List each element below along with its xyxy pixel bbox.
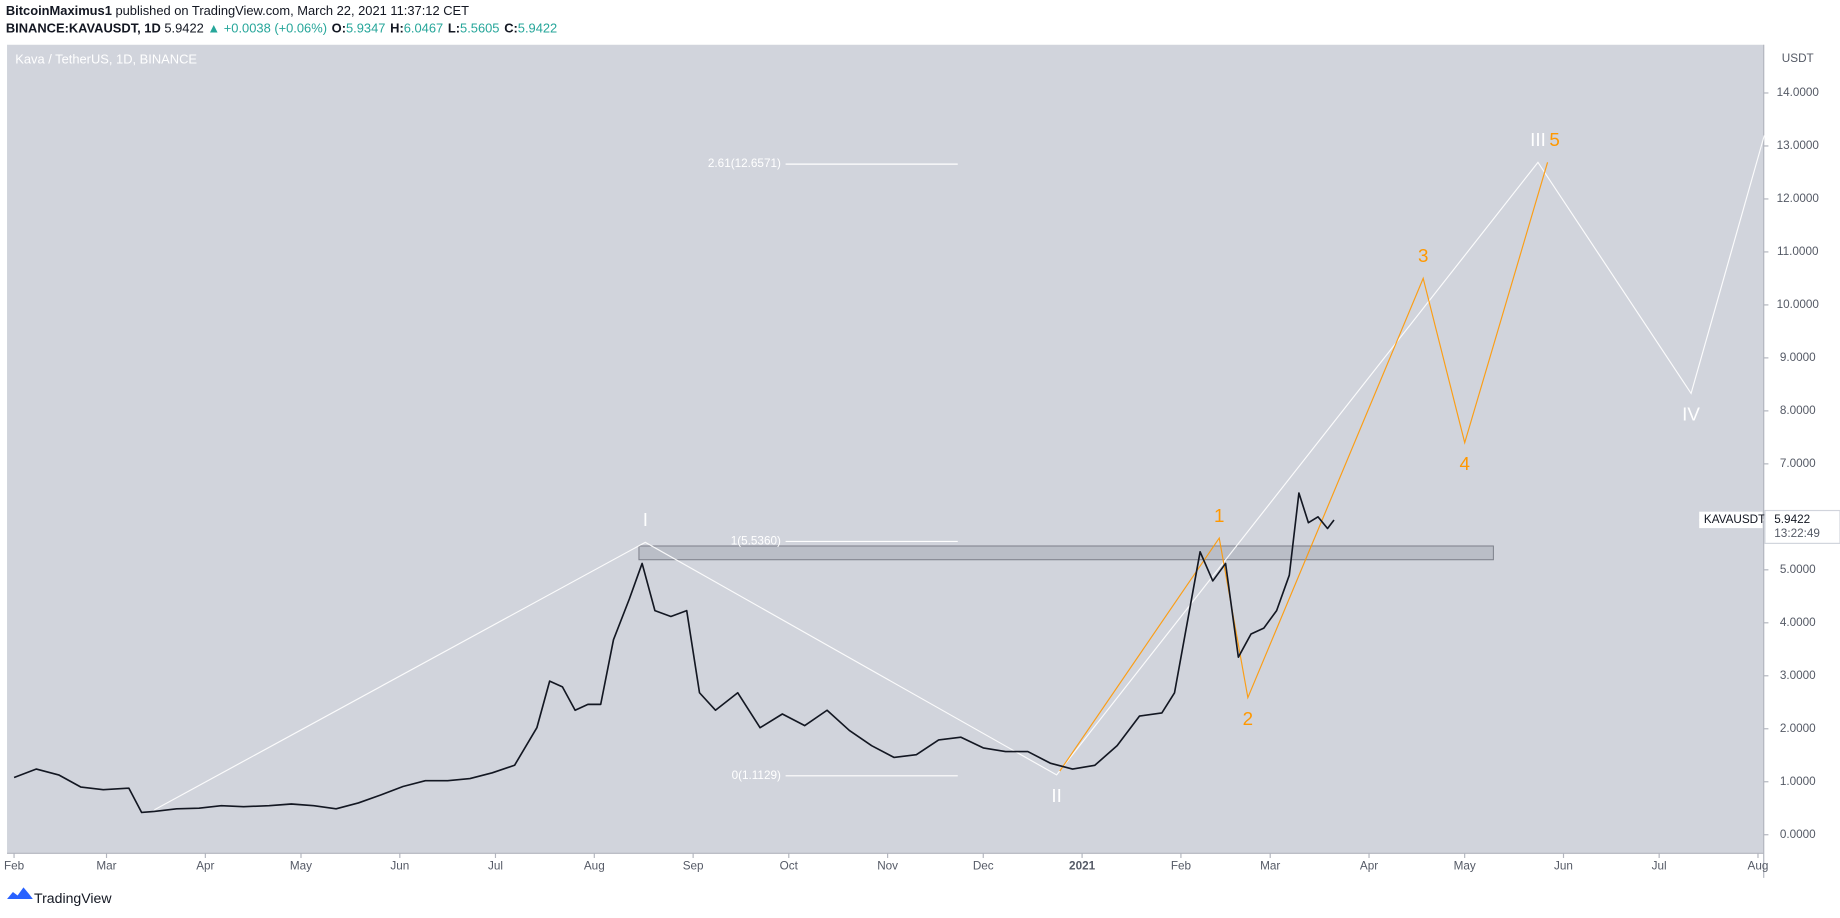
wave-label: IV <box>1682 404 1700 425</box>
y-tick-label: 9.0000 <box>1780 351 1816 364</box>
wave-label: III <box>1530 129 1546 150</box>
wave-path <box>154 135 1765 811</box>
arrow: ▲ <box>207 21 220 36</box>
y-tick-label: 12.0000 <box>1777 192 1820 205</box>
wave-label: II <box>1051 785 1061 806</box>
price-tag <box>1764 509 1840 544</box>
last: 5.9422 <box>164 21 203 36</box>
symbol: BINANCE:KAVAUSDT, 1D <box>6 21 161 36</box>
symbol-tag <box>1699 511 1763 529</box>
x-tick-label: Sep <box>683 859 704 872</box>
price-tag-countdown: 13:22:49 <box>1774 527 1820 540</box>
ohlc-key: L: <box>448 21 460 36</box>
x-tick-label: Feb <box>1171 859 1192 872</box>
x-tick-label: Oct <box>780 859 799 872</box>
x-tick-label: Apr <box>196 859 214 872</box>
x-tick-label: Jul <box>488 859 503 872</box>
logo <box>7 887 33 900</box>
x-tick-label: Feb <box>4 859 25 872</box>
x-tick-label: Nov <box>877 859 898 872</box>
chart-title: Kava / TetherUS, 1D, BINANCE <box>15 51 197 66</box>
price-tag-value: 5.9422 <box>1774 513 1810 526</box>
x-tick-label: Mar <box>1260 859 1280 872</box>
wave-label: 1 <box>1214 505 1224 526</box>
symbol-tag-label: KAVAUSDT <box>1704 513 1765 526</box>
y-tick-label: 11.0000 <box>1777 245 1819 258</box>
y-tick-label: 0.0000 <box>1780 828 1816 841</box>
change: +0.0038 (+0.06%) <box>224 21 327 36</box>
author: BitcoinMaximus1 <box>6 3 112 18</box>
wave-label: 2 <box>1243 708 1253 729</box>
ohlc-value: 5.5605 <box>460 21 499 36</box>
ohlc-value: 5.9347 <box>346 21 385 36</box>
price-line <box>13 492 1335 814</box>
footer-brand: TradingView <box>34 890 112 906</box>
fib-label: 2.61(12.6571) <box>708 157 781 170</box>
y-tick-label: 5.0000 <box>1780 563 1816 576</box>
y-tick-label: 10.0000 <box>1777 298 1820 311</box>
plot: 2.61(12.6571)1(5.5360)0(1.1129)IIIIIIIV1… <box>13 129 1765 814</box>
y-tick-label: 7.0000 <box>1780 457 1816 470</box>
x-tick-label: Jun <box>1554 859 1573 872</box>
y-axis-label: USDT <box>1782 52 1814 65</box>
ohlc-value: 6.0467 <box>404 21 443 36</box>
plot-area <box>7 44 1764 854</box>
published: published on TradingView.com, March 22, … <box>115 3 469 18</box>
y-tick-label: 1.0000 <box>1780 775 1816 788</box>
y-tick-label: 13.0000 <box>1777 139 1820 152</box>
x-tick-label: May <box>290 859 312 872</box>
wave-label: 4 <box>1459 453 1469 474</box>
y-tick-label: 8.0000 <box>1780 404 1816 417</box>
wave-label: 3 <box>1418 245 1428 266</box>
y-tick-label: 3.0000 <box>1780 669 1816 682</box>
x-tick-label: Mar <box>96 859 116 872</box>
resistance-zone <box>638 545 1494 561</box>
fib-label: 0(1.1129) <box>732 769 781 782</box>
y-tick-label: 2.0000 <box>1780 722 1816 735</box>
x-tick-label: Jun <box>390 859 409 872</box>
ohlc-key: O: <box>332 21 346 36</box>
fib-label: 1(5.5360) <box>731 535 781 548</box>
x-tick-label: Dec <box>973 859 994 872</box>
x-tick-label: Aug <box>584 859 605 872</box>
y-tick-label: 14.0000 <box>1777 86 1820 99</box>
x-tick-label: Jul <box>1652 859 1667 872</box>
header-line: BINANCE:KAVAUSDT, 1D 5.9422 ▲ +0.0038 (+… <box>6 21 557 36</box>
ohlc-value: 5.9422 <box>518 21 557 36</box>
ohlc-key: H: <box>390 21 404 36</box>
x-tick-label: Aug <box>1748 859 1769 872</box>
wave-label: I <box>643 509 648 530</box>
header-line: BitcoinMaximus1 published on TradingView… <box>6 3 469 18</box>
y-tick-label: 4.0000 <box>1780 616 1816 629</box>
wave-path <box>1059 162 1549 772</box>
x-tick-label: 2021 <box>1069 859 1096 872</box>
wave-label: 5 <box>1549 129 1559 150</box>
ohlc-key: C: <box>504 21 518 36</box>
x-tick-label: Apr <box>1360 859 1378 872</box>
x-tick-label: May <box>1454 859 1476 872</box>
